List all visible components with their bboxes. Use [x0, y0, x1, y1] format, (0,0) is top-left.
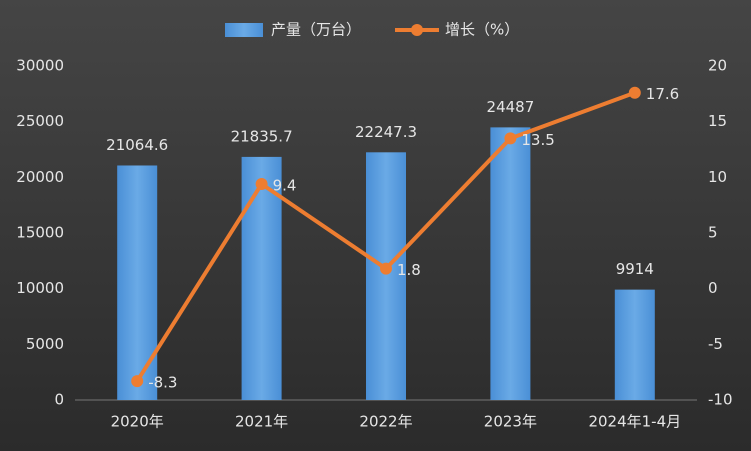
legend-label: 增长（%）	[445, 21, 519, 39]
y-tick-label: 10000	[16, 279, 64, 297]
y-tick-label: 0	[54, 391, 64, 409]
line-point	[504, 132, 517, 145]
bar-value-label: 21064.6	[106, 136, 168, 154]
line-point	[131, 375, 144, 388]
bar-value-label: 21835.7	[231, 127, 293, 145]
line-point	[255, 178, 268, 191]
line-value-label: -8.3	[148, 374, 177, 392]
y-tick-label: 5000	[26, 335, 64, 353]
line-point	[628, 86, 641, 99]
y2-tick-label: 0	[708, 279, 718, 297]
y2-tick-label: 20	[708, 57, 727, 75]
bar	[241, 156, 282, 400]
x-tick-label: 2024年1-4月	[588, 413, 681, 431]
y2-tick-label: 5	[708, 224, 718, 242]
y2-tick-label: -5	[708, 335, 723, 353]
legend-swatch	[225, 23, 263, 37]
y-tick-label: 30000	[16, 57, 64, 75]
y2-tick-label: 15	[708, 112, 727, 130]
y-tick-label: 15000	[16, 224, 64, 242]
x-tick-label: 2022年	[359, 413, 412, 431]
legend-label: 产量（万台）	[271, 21, 361, 39]
bar-value-label: 22247.3	[355, 123, 417, 141]
y2-tick-label: -10	[708, 391, 733, 409]
line-point	[380, 262, 392, 275]
bar	[366, 152, 406, 400]
line-value-label: 17.6	[646, 85, 679, 103]
bar	[490, 127, 531, 401]
x-tick-label: 2020年	[111, 413, 164, 431]
y2-tick-label: 10	[708, 168, 727, 186]
x-tick-label: 2021年	[235, 413, 288, 431]
bar	[614, 289, 655, 400]
line-value-label: 13.5	[521, 131, 554, 149]
y-tick-label: 20000	[16, 168, 64, 186]
legend-swatch	[411, 24, 423, 36]
bar-value-label: 9914	[616, 260, 654, 278]
line-value-label: 9.4	[273, 177, 297, 195]
bar-value-label: 24487	[487, 98, 535, 116]
x-tick-label: 2023年	[484, 413, 537, 431]
bar	[117, 165, 158, 400]
line-value-label: 1.8	[397, 261, 421, 279]
y-tick-label: 25000	[16, 112, 64, 130]
